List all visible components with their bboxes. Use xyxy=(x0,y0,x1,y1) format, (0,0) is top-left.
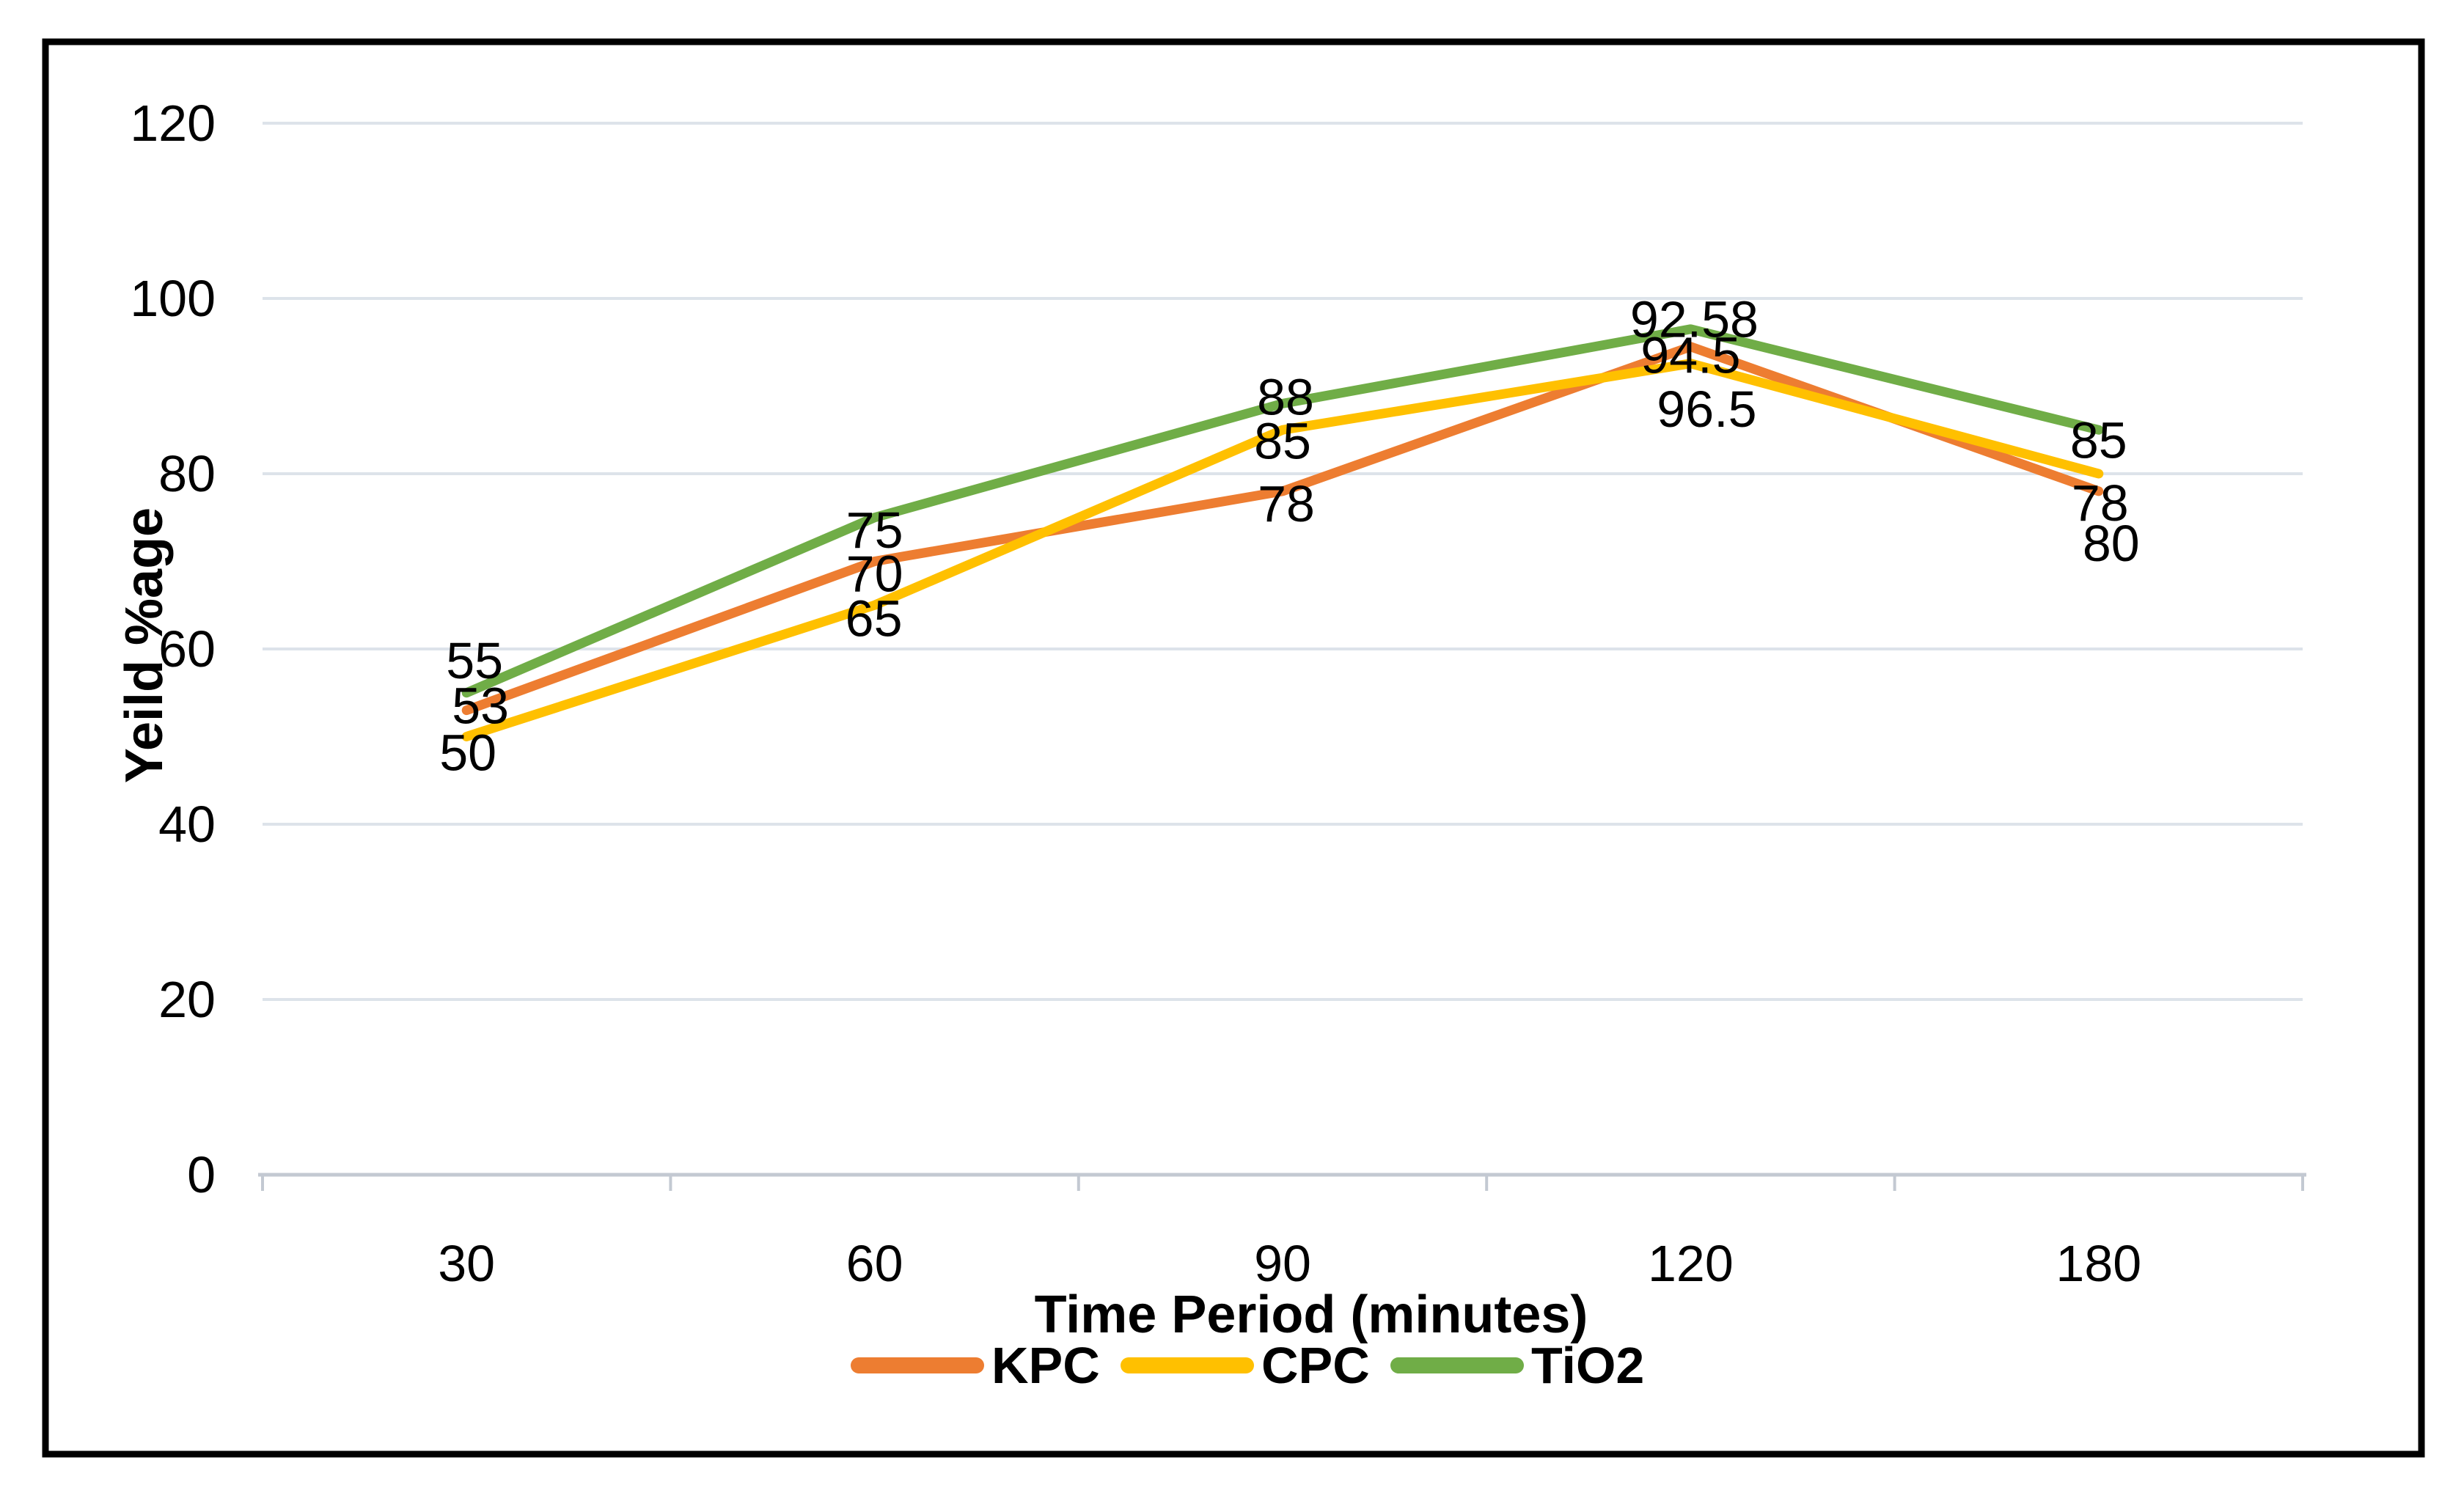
data-label-kpc-120: 94.5 xyxy=(1640,327,1740,384)
series-line-kpc xyxy=(461,342,2104,716)
x-tick-label: 90 xyxy=(1254,1235,1311,1292)
data-label-tio2-180: 85 xyxy=(2070,411,2127,469)
y-tick-label: 80 xyxy=(158,445,216,502)
data-label-cpc-30: 50 xyxy=(439,725,496,782)
legend-label-cpc: CPC xyxy=(1261,1337,1370,1394)
data-label-tio2-120: 96.5 xyxy=(1657,381,1756,438)
data-label-cpc-120: 92.58 xyxy=(1630,291,1759,348)
legend-item-tio2: TiO2 xyxy=(1390,1337,1644,1394)
data-label-kpc-180: 78 xyxy=(2072,474,2129,532)
x-tick-label: 120 xyxy=(1648,1235,1734,1292)
series-line-tio2 xyxy=(461,324,2104,698)
y-tick-labels: 0 20 40 60 80 100 120 xyxy=(130,95,216,1203)
x-tick-label: 180 xyxy=(2056,1235,2141,1292)
x-axis xyxy=(258,1173,2306,1191)
legend-item-kpc: KPC xyxy=(851,1337,1100,1394)
y-tick-label: 40 xyxy=(158,796,216,853)
series-line-cpc xyxy=(461,359,2104,741)
x-tick-labels: 30 60 90 120 180 xyxy=(438,1235,2141,1292)
chart-border xyxy=(42,38,2425,1458)
legend: KPC CPC TiO2 xyxy=(851,1337,1644,1394)
x-tick-label: 30 xyxy=(438,1235,495,1292)
series-lines xyxy=(461,324,2104,741)
data-label-tio2-30: 55 xyxy=(446,632,503,689)
y-tick-label: 20 xyxy=(158,971,216,1028)
y-tick-label: 120 xyxy=(130,95,216,152)
data-labels: 53 70 78 94.5 78 50 65 85 92.58 80 55 75 88 96.5 85 xyxy=(439,291,2139,782)
legend-item-cpc: CPC xyxy=(1121,1337,1370,1394)
data-label-kpc-60: 70 xyxy=(846,546,903,603)
y-tick-label: 100 xyxy=(130,270,216,327)
data-label-tio2-60: 75 xyxy=(846,502,903,559)
y-tick-label: 0 xyxy=(187,1146,216,1203)
data-label-tio2-90: 88 xyxy=(1257,368,1314,425)
x-tick-label: 60 xyxy=(846,1235,903,1292)
y-axis-title: Yeild %age xyxy=(115,507,174,783)
y-tick-label: 60 xyxy=(158,620,216,678)
data-label-kpc-30: 53 xyxy=(452,678,509,735)
gridlines xyxy=(263,122,2303,1001)
data-label-cpc-90: 85 xyxy=(1254,412,1311,469)
x-axis-title: Time Period (minutes) xyxy=(1035,1285,1588,1344)
legend-label-kpc: KPC xyxy=(991,1337,1100,1394)
data-label-cpc-180: 80 xyxy=(2083,515,2140,572)
legend-label-tio2: TiO2 xyxy=(1531,1337,1644,1394)
data-label-cpc-60: 65 xyxy=(846,590,903,647)
data-label-kpc-90: 78 xyxy=(1258,475,1315,532)
